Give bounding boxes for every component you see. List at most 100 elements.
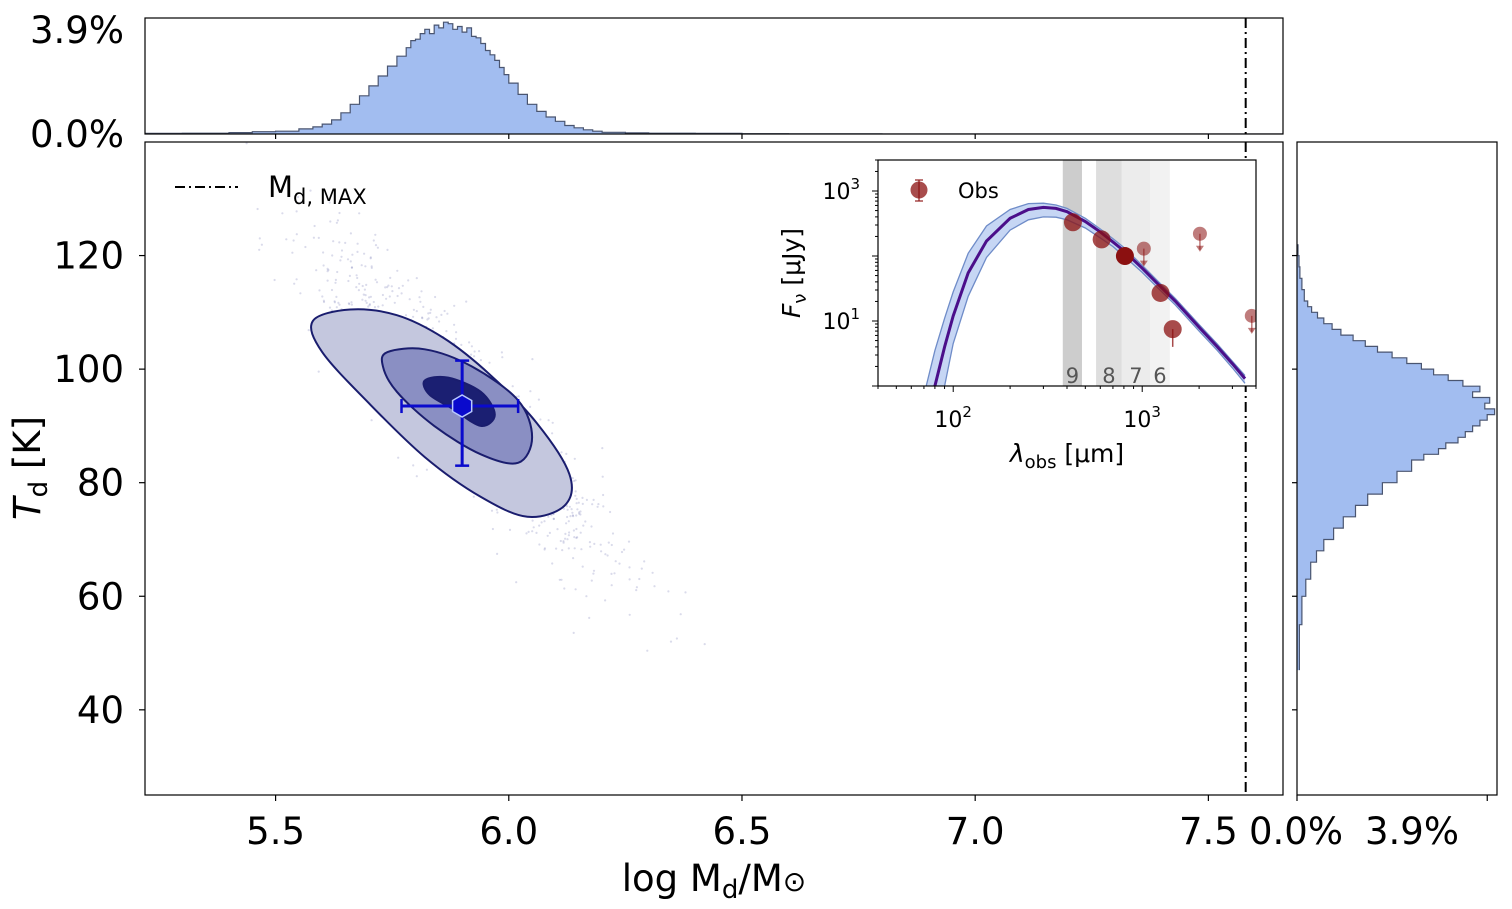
right-xtick-label-low: 0.0%	[1249, 810, 1343, 853]
sample-point	[517, 395, 520, 398]
sample-point	[377, 305, 380, 308]
sample-point	[568, 531, 571, 534]
sample-point	[579, 531, 582, 534]
sample-point	[360, 264, 363, 267]
sample-point	[339, 259, 342, 262]
sample-point	[340, 255, 343, 258]
sample-point	[295, 233, 298, 236]
sample-point	[578, 511, 581, 514]
sample-point	[602, 493, 605, 497]
sample-point	[374, 244, 378, 247]
sample-point	[473, 350, 476, 353]
sample-point	[535, 531, 538, 535]
sample-point	[610, 543, 613, 547]
sample-point	[581, 496, 584, 499]
sample-point	[381, 293, 384, 297]
sample-point	[496, 511, 499, 514]
sample-point	[575, 502, 578, 505]
sample-point	[601, 447, 604, 450]
sample-point	[434, 295, 437, 299]
top-ytick-label-high: 3.9%	[30, 9, 124, 52]
sample-point	[326, 267, 329, 270]
sample-point	[313, 224, 316, 228]
sample-point	[419, 300, 422, 303]
sample-point	[488, 361, 491, 364]
sample-point	[420, 290, 423, 293]
detection-point	[1063, 213, 1082, 232]
sample-point	[618, 562, 621, 565]
model-sed-curve	[933, 205, 1247, 386]
sample-point	[576, 536, 579, 539]
sample-point	[336, 270, 339, 274]
sample-point	[611, 532, 615, 535]
sample-point	[368, 296, 371, 299]
right-histogram-edge	[1297, 244, 1496, 671]
sample-point	[532, 526, 535, 529]
sample-point	[350, 301, 353, 304]
sample-point	[333, 301, 336, 304]
sample-point	[315, 269, 318, 272]
right-histogram-panel: 0.0% 3.9%	[1249, 141, 1498, 853]
upper-limit-arrowhead	[1247, 327, 1256, 334]
sample-point	[367, 305, 370, 308]
sample-point	[566, 538, 569, 541]
sample-point	[358, 282, 361, 285]
right-xtick-label-high: 3.9%	[1365, 810, 1459, 853]
sample-point	[440, 313, 443, 316]
top-histogram-frame	[144, 17, 1284, 135]
sample-point	[620, 550, 624, 554]
sample-point	[613, 572, 616, 575]
sample-point	[446, 312, 449, 315]
sample-point	[562, 540, 565, 543]
sample-point	[614, 560, 617, 563]
sample-point	[326, 279, 329, 282]
sample-point	[575, 536, 578, 540]
sample-point	[338, 241, 341, 244]
sample-point	[551, 432, 554, 435]
sample-point	[599, 543, 602, 546]
sample-point	[562, 541, 565, 544]
sample-point	[580, 548, 583, 551]
sample-point	[568, 505, 571, 508]
sample-point	[588, 616, 591, 620]
main-frame	[144, 141, 1284, 796]
sample-point	[336, 219, 339, 222]
sample-point	[443, 309, 446, 313]
sample-point	[350, 303, 353, 306]
main-panel: 5.5 6.0 6.5 7.0 7.5 40 60 80 100 120 log Md/M⊙ T…	[6, 141, 1284, 905]
sample-point	[344, 241, 347, 244]
sample-point	[602, 505, 605, 508]
sample-point	[374, 278, 377, 281]
sample-point	[304, 245, 307, 249]
sample-point	[348, 303, 351, 306]
sample-point	[582, 524, 585, 527]
sample-point	[245, 142, 248, 145]
top-histogram-fill	[145, 22, 1283, 134]
sample-point	[572, 529, 576, 532]
sample-point	[472, 495, 475, 498]
sample-point	[543, 548, 546, 551]
sample-point	[363, 252, 366, 255]
sample-point	[364, 265, 367, 268]
sample-point	[455, 331, 458, 334]
right-histogram-fill	[1297, 244, 1495, 671]
sample-point	[299, 292, 302, 295]
sample-point	[281, 212, 284, 215]
main-xtick-group: 5.5 6.0 6.5 7.0 7.5	[246, 795, 1238, 853]
sample-point	[397, 287, 401, 290]
sample-point	[479, 359, 482, 362]
sample-point	[293, 282, 296, 285]
sample-point	[412, 308, 415, 311]
sample-point	[355, 274, 358, 277]
sample-point	[390, 285, 393, 288]
sample-point	[640, 567, 643, 570]
sample-point	[560, 451, 563, 454]
sample-point	[515, 581, 518, 584]
sample-point	[566, 515, 569, 519]
main-ytick-label: 120	[53, 235, 124, 278]
sample-point	[295, 210, 298, 213]
sample-point	[258, 237, 261, 240]
sample-point	[364, 294, 367, 297]
sample-point	[357, 289, 360, 292]
